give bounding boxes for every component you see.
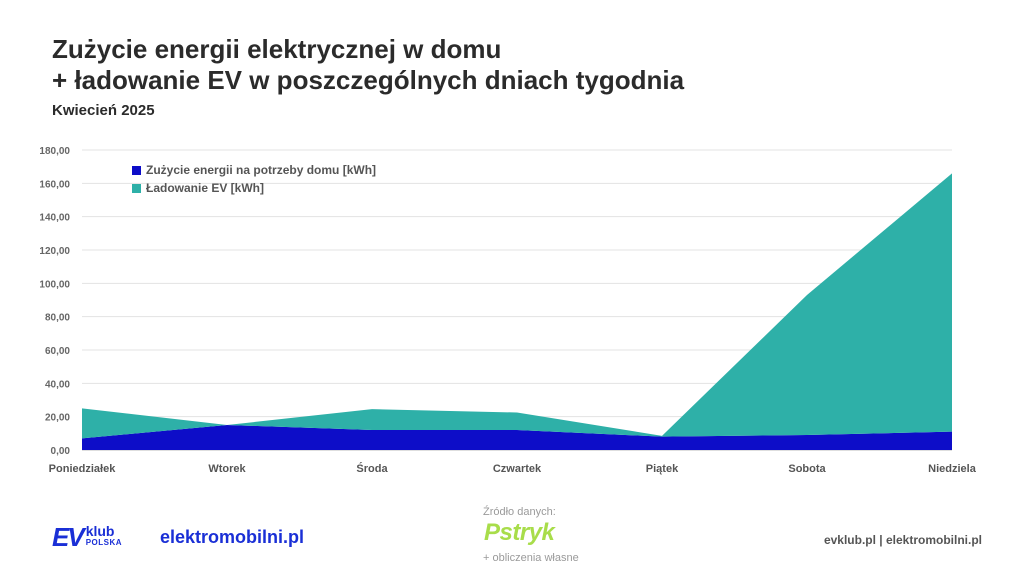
chart-title: Zużycie energii elektrycznej w domu + ła… (52, 34, 684, 96)
x-tick-label: Środa (356, 462, 388, 475)
x-tick-label: Niedziela (928, 463, 977, 475)
area-series-home (82, 425, 952, 450)
chart-subtitle: Kwiecień 2025 (52, 102, 155, 119)
legend-label-home: Zużycie energii na potrzeby domu [kWh] (146, 163, 377, 177)
y-tick-label: 180,00 (39, 146, 70, 157)
y-tick-label: 120,00 (39, 246, 70, 257)
evklub-logo: EV klub POLSKA (52, 524, 122, 550)
y-tick-label: 0,00 (51, 446, 71, 457)
ev-logo-klub: klub (85, 523, 115, 539)
legend-swatch-home (132, 165, 141, 175)
legend-label-ev: Ładowanie EV [kWh] (146, 181, 265, 195)
x-tick-label: Sobota (788, 463, 826, 475)
chart-title-line-2: + ładowanie EV w poszczególnych dniach t… (52, 65, 685, 95)
source-label: Źródło danych: (483, 506, 556, 518)
y-tick-label: 140,00 (39, 213, 70, 224)
x-tick-label: Czwartek (493, 463, 542, 475)
ev-logo-mark: EV (52, 522, 85, 552)
source-note: + obliczenia własne (483, 552, 579, 564)
legend-swatch-ev (132, 183, 141, 193)
y-tick-label: 100,00 (39, 279, 70, 290)
chart-title-line-1: Zużycie energii elektrycznej w domu (52, 34, 502, 64)
y-tick-label: 40,00 (45, 379, 70, 390)
chart-legend: Zużycie energii na potrzeby domu [kWh] Ł… (132, 161, 376, 197)
x-tick-label: Piątek (646, 463, 679, 475)
area-series-ev (82, 173, 952, 439)
y-tick-label: 160,00 (39, 179, 70, 190)
ev-logo-polska: POLSKA (85, 538, 123, 547)
footer-sites: evklub.pl | elektromobilni.pl (823, 533, 982, 547)
legend-item-home: Zużycie energii na potrzeby domu [kWh] (132, 161, 376, 179)
y-tick-label: 20,00 (45, 413, 70, 424)
x-tick-label: Poniedziałek (49, 463, 117, 475)
x-tick-label: Wtorek (208, 463, 246, 475)
y-tick-label: 60,00 (45, 346, 70, 357)
area-chart: 0,00 20,00 40,00 60,00 80,00 100,00 120,00 140,… (39, 146, 977, 475)
y-tick-label: 80,00 (45, 313, 70, 324)
elektromobilni-logo: elektromobilni.pl (160, 527, 305, 547)
legend-item-ev: Ładowanie EV [kWh] (132, 179, 376, 197)
pstryk-logo: Pstryk (484, 519, 555, 546)
